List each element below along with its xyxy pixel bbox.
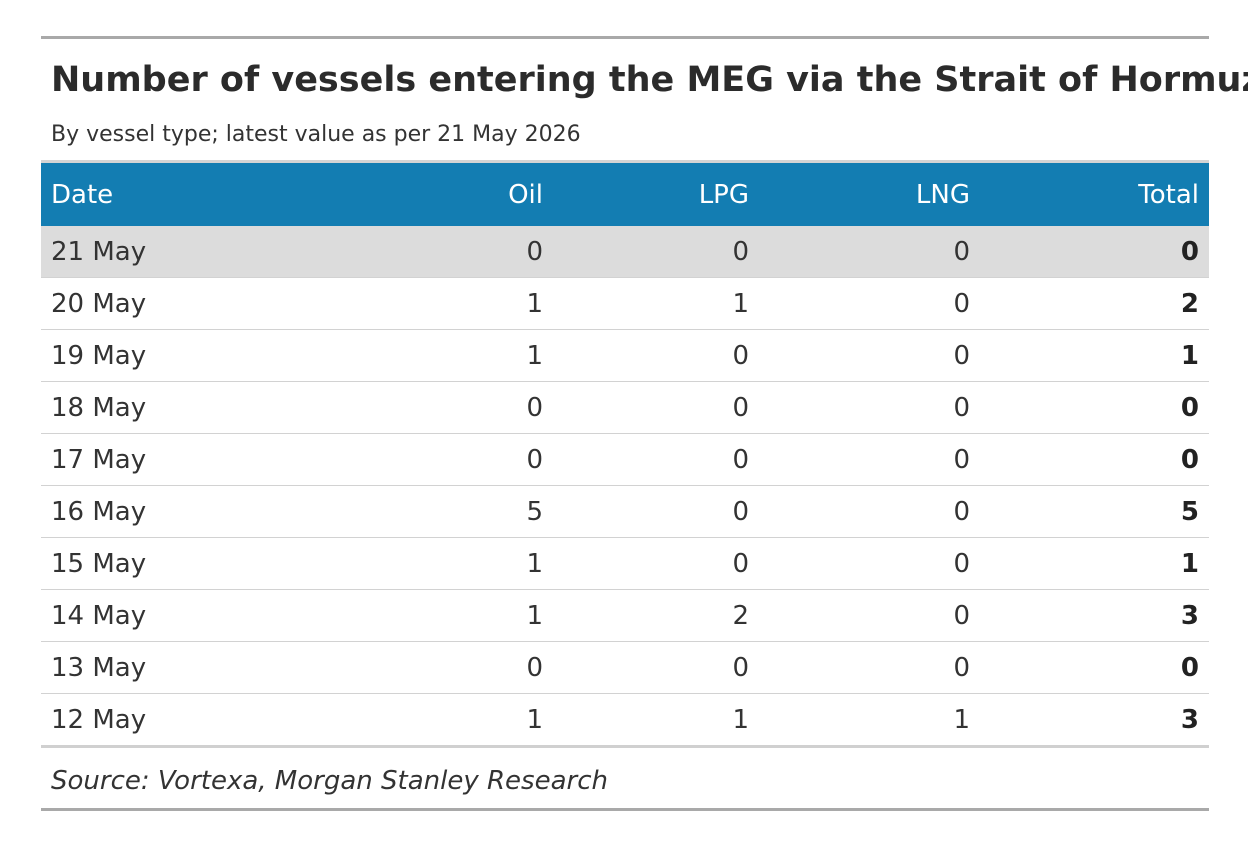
cell-total: 3: [970, 693, 1209, 748]
cell-lng: 0: [749, 537, 970, 590]
cell-lng: 0: [749, 433, 970, 486]
cell-lng: 0: [749, 641, 970, 694]
cell-oil: 0: [391, 226, 543, 278]
cell-lng: 0: [749, 589, 970, 642]
table-row: 15 May 1 0 0 1: [41, 537, 1209, 590]
cell-oil: 0: [391, 641, 543, 694]
cell-lpg: 0: [543, 433, 749, 486]
column-header-date: Date: [41, 163, 391, 226]
cell-date: 15 May: [41, 537, 391, 590]
cell-date: 14 May: [41, 589, 391, 642]
cell-date: 17 May: [41, 433, 391, 486]
cell-oil: 1: [391, 277, 543, 330]
cell-oil: 5: [391, 485, 543, 538]
table-row: 12 May 1 1 1 3: [41, 693, 1209, 748]
column-header-total: Total: [970, 163, 1209, 226]
cell-date: 13 May: [41, 641, 391, 694]
cell-oil: 1: [391, 589, 543, 642]
table-row: 18 May 0 0 0 0: [41, 381, 1209, 434]
cell-oil: 1: [391, 329, 543, 382]
cell-lpg: 0: [543, 329, 749, 382]
cell-date: 18 May: [41, 381, 391, 434]
cell-total: 3: [970, 589, 1209, 642]
cell-total: 0: [970, 433, 1209, 486]
cell-lng: 1: [749, 693, 970, 748]
cell-oil: 1: [391, 693, 543, 748]
table-row: 16 May 5 0 0 5: [41, 485, 1209, 538]
table-row: 14 May 1 2 0 3: [41, 589, 1209, 642]
cell-oil: 0: [391, 381, 543, 434]
cell-lpg: 2: [543, 589, 749, 642]
chart-title: Number of vessels entering the MEG via t…: [51, 60, 1248, 100]
cell-oil: 1: [391, 537, 543, 590]
cell-lpg: 0: [543, 641, 749, 694]
data-table: Date Oil LPG LNG Total 21 May 0 0 0 0 20 May 1…: [41, 163, 1209, 748]
cell-lpg: 0: [543, 381, 749, 434]
table-row: 21 May 0 0 0 0: [41, 226, 1209, 278]
bottom-rule: [41, 808, 1209, 811]
table-row: 20 May 1 1 0 2: [41, 277, 1209, 330]
cell-date: 12 May: [41, 693, 391, 748]
cell-oil: 0: [391, 433, 543, 486]
cell-lng: 0: [749, 381, 970, 434]
header-row: Date Oil LPG LNG Total: [41, 163, 1209, 226]
top-rule: [41, 36, 1209, 39]
cell-lpg: 0: [543, 537, 749, 590]
source-note: Source: Vortexa, Morgan Stanley Research: [51, 766, 608, 796]
cell-total: 5: [970, 485, 1209, 538]
cell-lng: 0: [749, 485, 970, 538]
cell-total: 2: [970, 277, 1209, 330]
subtitle-rule: [41, 160, 1209, 163]
cell-lng: 0: [749, 277, 970, 330]
column-header-lpg: LPG: [543, 163, 749, 226]
cell-lpg: 1: [543, 693, 749, 748]
column-header-lng: LNG: [749, 163, 970, 226]
cell-total: 1: [970, 537, 1209, 590]
cell-date: 19 May: [41, 329, 391, 382]
table-figure: Number of vessels entering the MEG via t…: [41, 36, 1248, 811]
cell-date: 20 May: [41, 277, 391, 330]
cell-lng: 0: [749, 226, 970, 278]
cell-total: 0: [970, 226, 1209, 278]
cell-date: 21 May: [41, 226, 391, 278]
cell-lpg: 0: [543, 485, 749, 538]
table-row: 17 May 0 0 0 0: [41, 433, 1209, 486]
column-header-oil: Oil: [391, 163, 543, 226]
cell-lpg: 0: [543, 226, 749, 278]
cell-date: 16 May: [41, 485, 391, 538]
cell-lng: 0: [749, 329, 970, 382]
table-row: 13 May 0 0 0 0: [41, 641, 1209, 694]
cell-total: 1: [970, 329, 1209, 382]
chart-subtitle: By vessel type; latest value as per 21 M…: [51, 122, 581, 147]
table-row: 19 May 1 0 0 1: [41, 329, 1209, 382]
table-body: 21 May 0 0 0 0 20 May 1 1 0 2 19 May 1 0 0 1 18 May 0 0 0 0…: [41, 226, 1209, 748]
cell-lpg: 1: [543, 277, 749, 330]
cell-total: 0: [970, 381, 1209, 434]
cell-total: 0: [970, 641, 1209, 694]
